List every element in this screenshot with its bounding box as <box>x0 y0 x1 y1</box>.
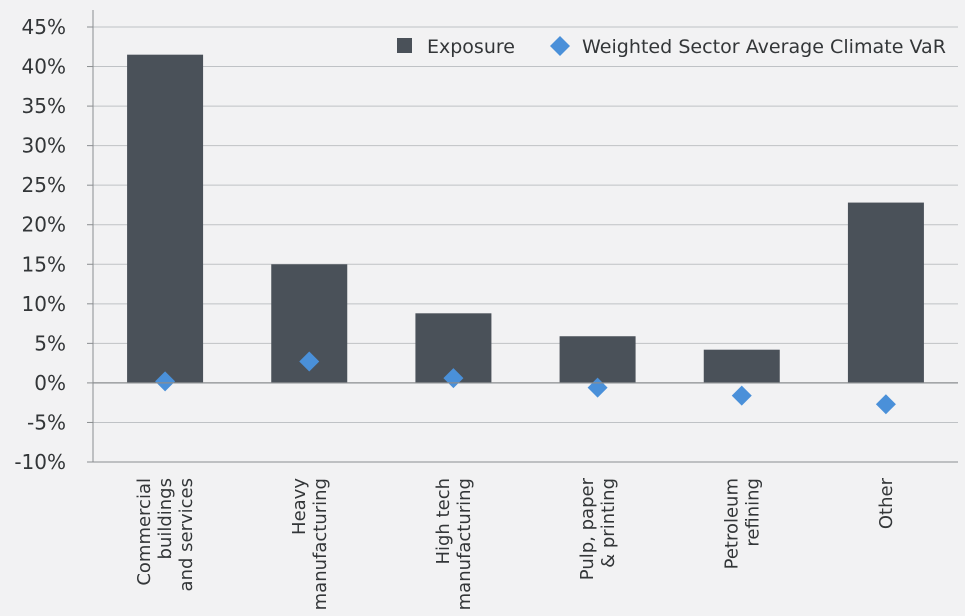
y-tick-label: 25% <box>22 173 66 197</box>
x-category-label-line: manufacturing <box>310 478 331 610</box>
x-category-label-line: buildings <box>155 478 176 559</box>
marker-climate-var <box>155 371 176 392</box>
x-category-label-line: and services <box>176 478 197 591</box>
x-category-label-line: refining <box>742 478 763 547</box>
axes <box>92 10 958 463</box>
marker-climate-var <box>299 351 320 372</box>
x-axis-labels: Commercial buildings and services Heavy manu… <box>134 477 897 610</box>
bar-exposure <box>559 336 636 383</box>
legend-swatch-climate-var <box>550 36 570 56</box>
x-category-label: Pulp, paper & printing <box>577 477 619 580</box>
y-tick-label: 5% <box>34 331 66 355</box>
legend-label-climate-var: Weighted Sector Average Climate VaR <box>582 36 946 58</box>
x-category-label: Heavy manufacturing <box>289 478 331 611</box>
x-category-label-line: & printing <box>598 478 619 568</box>
y-tick-label: 30% <box>22 134 66 158</box>
x-category-label-line: Commercial <box>134 478 155 586</box>
y-tick-label: 20% <box>22 213 66 237</box>
bar-exposure <box>127 54 204 383</box>
y-tick-label: -10% <box>14 450 66 474</box>
x-category-label: High tech manufacturing <box>433 478 475 610</box>
marker-climate-var <box>875 394 896 415</box>
x-category-label-line: Other <box>876 477 897 529</box>
x-category-label-line: manufacturing <box>454 478 475 610</box>
legend-swatch-exposure <box>397 38 412 53</box>
bar-exposure <box>847 202 924 383</box>
y-tick-label: -5% <box>27 410 66 434</box>
legend-label-exposure: Exposure <box>427 36 515 58</box>
legend: Exposure Weighted Sector Average Climate… <box>397 36 946 58</box>
x-category-label-line: High tech <box>433 478 454 565</box>
y-tick-label: 15% <box>22 252 66 276</box>
y-tick-label: 10% <box>22 292 66 316</box>
x-category-label: Petroleum refining <box>721 478 763 569</box>
bar-exposure <box>703 349 780 383</box>
y-tick-label: 45% <box>22 15 66 39</box>
x-category-label-line: Pulp, paper <box>577 477 598 580</box>
x-category-label-line: Petroleum <box>721 478 742 569</box>
y-tick-label: 0% <box>34 371 66 395</box>
gridlines <box>93 26 958 463</box>
y-axis-ticks: 45% 40% 35% 30% 25% 20% 15% 10% 5% 0% -5% -10% <box>14 15 93 474</box>
x-category-label: Other <box>876 477 897 529</box>
exposure-bars <box>127 54 924 383</box>
y-tick-label: 40% <box>22 55 66 79</box>
x-category-label-line: Heavy <box>289 478 310 535</box>
y-tick-label: 35% <box>22 94 66 118</box>
x-category-label: Commercial buildings and services <box>134 478 197 591</box>
marker-climate-var <box>731 385 752 406</box>
